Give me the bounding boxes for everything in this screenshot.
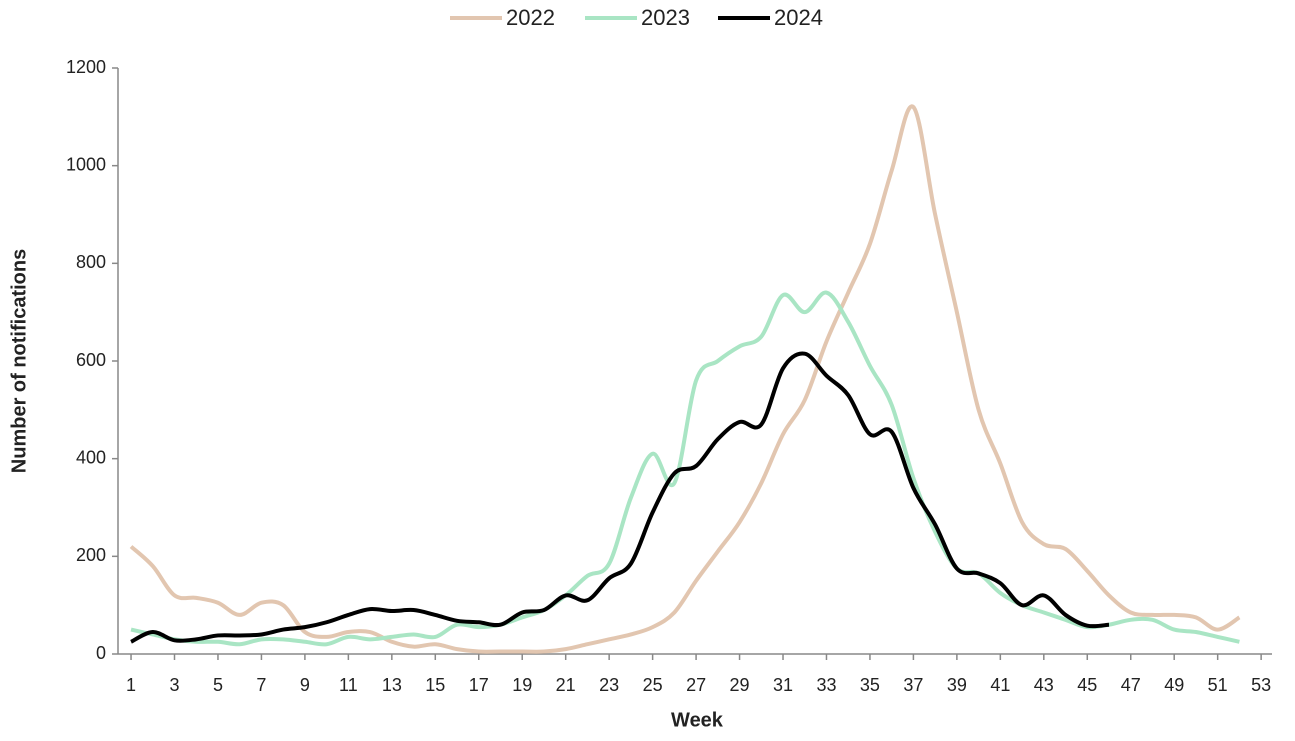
line-series (129, 104, 1241, 654)
y-tick-label: 1000 (66, 154, 106, 174)
x-tick-label: 7 (256, 675, 266, 695)
x-tick-label: 31 (773, 675, 793, 695)
line-series (130, 351, 1110, 644)
x-tick-label: 51 (1208, 675, 1228, 695)
y-tick-label: 800 (76, 252, 106, 272)
x-tick-label: 23 (599, 675, 619, 695)
x-tick-label: 49 (1164, 675, 1184, 695)
legend-label: 2022 (506, 5, 555, 30)
legend-label: 2024 (774, 5, 823, 30)
x-tick-label: 35 (860, 675, 880, 695)
x-tick-label: 11 (339, 675, 358, 695)
x-tick-label: 5 (213, 675, 223, 695)
x-tick-label: 33 (816, 675, 836, 695)
legend-label: 2023 (641, 5, 690, 30)
x-tick-label: 15 (425, 675, 445, 695)
y-tick-label: 0 (96, 643, 106, 663)
y-tick-label: 400 (76, 447, 106, 467)
x-tick-label: 29 (730, 675, 750, 695)
x-tick-label: 3 (169, 675, 179, 695)
x-tick-label: 45 (1077, 675, 1097, 695)
x-tick-label: 19 (512, 675, 532, 695)
y-axis-title: Number of notifications (8, 249, 30, 473)
x-tick-label: 41 (990, 675, 1010, 695)
x-tick-label: 17 (469, 675, 489, 695)
x-tick-label: 47 (1121, 675, 1141, 695)
x-tick-label: 13 (382, 675, 402, 695)
y-tick-label: 1200 (66, 57, 106, 77)
x-tick-label: 39 (947, 675, 967, 695)
y-tick-label: 600 (76, 350, 106, 370)
line-series (130, 290, 1240, 647)
x-tick-label: 21 (556, 675, 576, 695)
x-tick-label: 27 (686, 675, 706, 695)
x-axis-title: Week (671, 709, 724, 731)
x-tick-label: 37 (903, 675, 923, 695)
x-tick-label: 1 (126, 675, 136, 695)
x-tick-label: 9 (300, 675, 310, 695)
x-tick-label: 43 (1034, 675, 1054, 695)
x-tick-label: 53 (1251, 675, 1271, 695)
x-tick-label: 25 (643, 675, 663, 695)
y-tick-label: 200 (76, 545, 106, 565)
